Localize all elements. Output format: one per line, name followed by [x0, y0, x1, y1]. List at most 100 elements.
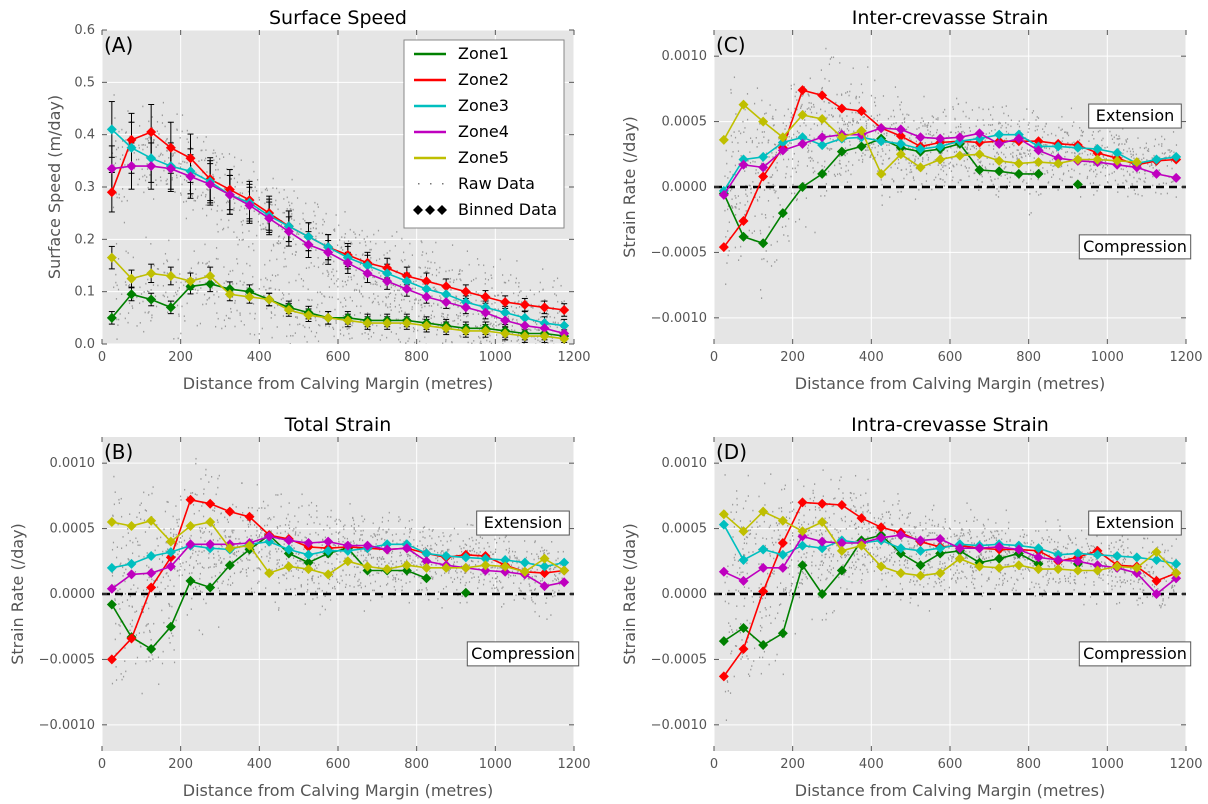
raw-data-point [370, 283, 372, 285]
raw-data-point [781, 226, 784, 228]
raw-data-point [178, 574, 180, 577]
raw-data-point [774, 261, 776, 263]
raw-data-point [1136, 171, 1138, 174]
raw-data-point [532, 305, 534, 308]
x-tick-label: 1200 [557, 350, 590, 365]
x-tick-label: 400 [247, 350, 272, 365]
raw-data-point [890, 166, 892, 169]
x-tick-label: 800 [404, 350, 429, 365]
raw-data-point [125, 544, 127, 547]
raw-data-point [453, 527, 456, 530]
raw-data-point [243, 207, 246, 210]
raw-data-point [163, 621, 165, 624]
raw-data-point [487, 299, 489, 301]
raw-data-point [1095, 175, 1097, 178]
raw-data-point [301, 493, 303, 496]
raw-data-point [119, 158, 121, 161]
x-tick-label: 1200 [1169, 350, 1202, 365]
raw-data-point [349, 228, 351, 231]
raw-data-point [453, 299, 455, 302]
raw-data-point [172, 635, 174, 637]
raw-data-point [190, 165, 193, 167]
raw-data-point [197, 289, 199, 292]
raw-data-point [846, 123, 849, 125]
raw-data-point [438, 271, 440, 274]
raw-data-point [812, 167, 814, 169]
raw-data-point [855, 95, 858, 98]
raw-data-point [135, 591, 137, 593]
raw-data-point [252, 552, 254, 554]
raw-data-point [203, 488, 205, 491]
raw-data-point [489, 340, 491, 343]
raw-data-point [467, 341, 469, 344]
raw-data-point [166, 272, 168, 275]
raw-data-point [858, 101, 860, 104]
raw-data-point [176, 521, 178, 524]
raw-data-point [285, 265, 287, 268]
raw-data-point [1132, 154, 1134, 157]
raw-data-point [179, 537, 182, 539]
raw-data-point [219, 537, 221, 540]
raw-data-point [339, 520, 342, 522]
raw-data-point [984, 166, 986, 169]
raw-data-point [195, 172, 197, 174]
raw-data-point [397, 355, 398, 357]
raw-data-point [419, 563, 421, 566]
raw-data-point [165, 140, 167, 142]
raw-data-point [181, 114, 184, 116]
raw-data-point [377, 295, 379, 297]
raw-data-point [208, 265, 210, 267]
raw-data-point [463, 547, 465, 549]
raw-data-point [839, 62, 841, 64]
raw-data-point [291, 202, 293, 205]
raw-data-point [791, 192, 793, 195]
raw-data-point [400, 579, 402, 582]
raw-data-point [1060, 129, 1062, 132]
raw-data-point [990, 124, 992, 126]
raw-data-point [466, 345, 467, 347]
raw-data-point [401, 294, 403, 297]
raw-data-point [540, 300, 542, 303]
raw-data-point [337, 285, 339, 288]
raw-data-point [231, 582, 234, 584]
raw-data-point [227, 317, 230, 319]
raw-data-point [342, 249, 344, 251]
legend-label: Binned Data [458, 200, 557, 219]
raw-data-point [115, 298, 118, 300]
raw-data-point [805, 124, 807, 127]
raw-data-point [386, 531, 388, 533]
raw-data-point [394, 245, 396, 247]
raw-data-point [153, 198, 155, 200]
raw-data-point [483, 319, 486, 322]
series-line [723, 103, 1137, 176]
raw-data-point [230, 307, 232, 310]
raw-data-point [239, 192, 241, 194]
raw-data-point [507, 317, 509, 320]
raw-data-point [422, 526, 425, 529]
raw-data-point [224, 535, 226, 537]
raw-data-point [230, 311, 232, 313]
raw-data-point [1129, 163, 1131, 166]
data-point [460, 297, 471, 308]
raw-data-point [317, 256, 319, 259]
raw-data-point [982, 108, 984, 111]
raw-data-point [119, 625, 121, 627]
raw-data-point [360, 554, 362, 557]
raw-data-point [256, 483, 258, 486]
raw-data-point [870, 94, 873, 97]
raw-data-point [894, 86, 897, 88]
raw-data-point [319, 523, 321, 525]
raw-data-point [258, 199, 260, 201]
raw-data-point [362, 253, 364, 255]
raw-data-point [376, 572, 378, 574]
raw-data-point [205, 157, 207, 160]
raw-data-point [834, 164, 836, 167]
data-point [303, 310, 314, 321]
raw-data-point [126, 199, 128, 202]
raw-data-point [376, 563, 378, 566]
raw-data-point [135, 662, 137, 665]
raw-data-point [215, 247, 218, 249]
raw-data-point [809, 77, 811, 80]
raw-data-point [378, 258, 381, 260]
raw-data-point [1059, 166, 1061, 168]
